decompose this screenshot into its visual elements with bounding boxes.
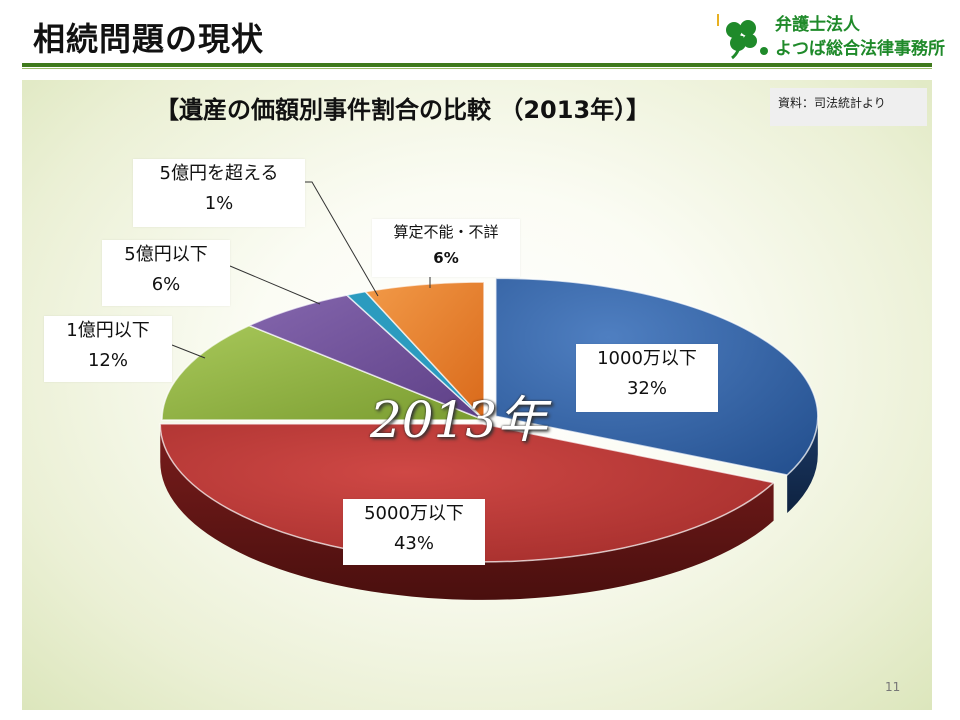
data-label-over-5oku: 5億円を超える 1% [133, 159, 305, 227]
data-label-percent: 12% [87, 350, 128, 371]
leader-line [171, 344, 206, 359]
data-label-5000man: 5000万以下 43% [343, 499, 485, 565]
header-rule-thin [22, 68, 932, 69]
pie-slice-5oku [247, 294, 485, 421]
pie-slice-unknown [363, 281, 485, 422]
data-label-unknown: 算定不能・不詳 6% [372, 219, 520, 277]
leader-line [305, 181, 379, 297]
data-label-category: 5億円を超える [159, 163, 279, 184]
data-label-1oku: 1億円以下 12% [44, 316, 172, 382]
logo-name-line1: 弁護士法人 [775, 15, 860, 35]
data-label-percent: 6% [151, 274, 181, 295]
data-label-percent: 43% [393, 533, 434, 554]
header-rule [22, 63, 932, 67]
data-label-percent: 6% [433, 249, 459, 267]
data-label-1000man: 1000万以下 32% [576, 344, 718, 412]
data-label-category: 5000万以下 [364, 503, 464, 524]
data-label-category: 1億円以下 [66, 320, 150, 341]
data-label-category: 算定不能・不詳 [393, 223, 499, 241]
pie-slice-1000man-side [787, 416, 818, 514]
pie-slice-5000man-side [160, 423, 774, 600]
data-label-percent: 32% [626, 378, 667, 399]
clover-icon [717, 14, 768, 60]
leader-line [229, 265, 321, 305]
logo-name-line2: よつば総合法律事務所 [775, 39, 945, 59]
data-label-5oku: 5億円以下 6% [102, 240, 230, 306]
page-number: 11 [885, 680, 901, 694]
chart-title: 【遺産の価額別事件割合の比較 （2013年）】 [155, 96, 651, 124]
year-overlay: 2013年 [370, 391, 548, 449]
slide-title: 相続問題の現状 [33, 20, 265, 58]
source-note: 資料：司法統計より [770, 88, 927, 126]
pie-slice-1oku [161, 324, 485, 421]
data-label-percent: 1% [204, 193, 234, 214]
data-label-category: 1000万以下 [597, 348, 697, 369]
data-label-category: 5億円以下 [124, 244, 208, 265]
